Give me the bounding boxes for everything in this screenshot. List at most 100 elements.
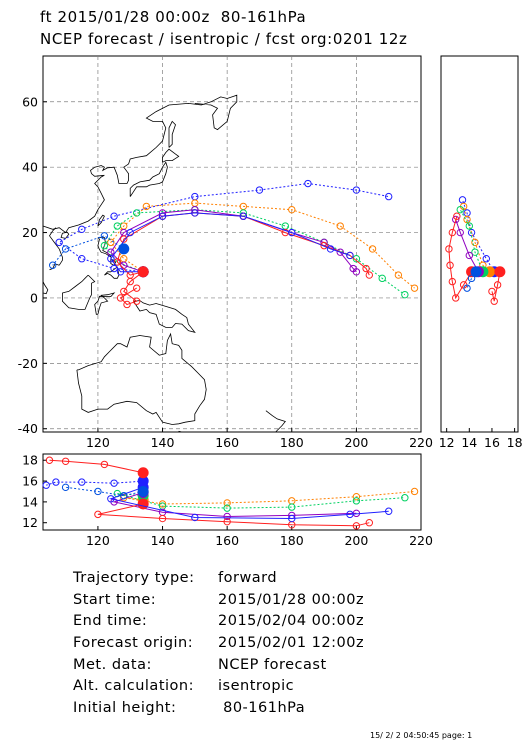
x-tick-label: 12 — [439, 435, 455, 450]
trajectory-point — [288, 514, 296, 523]
trajectory-point — [107, 238, 115, 247]
trajectory-point — [410, 284, 419, 292]
trajectory-point — [410, 487, 419, 496]
y-tick-label: 12 — [22, 515, 38, 530]
trajectory-point — [132, 297, 141, 305]
trajectory-point — [132, 209, 141, 217]
trajectory-point — [94, 487, 102, 496]
coastline — [97, 214, 105, 227]
trajectory-point — [255, 186, 264, 194]
trajectory-line — [46, 480, 144, 486]
x-tick-label: 140 — [151, 435, 175, 450]
trajectory-line — [459, 209, 484, 272]
trajectory-point — [471, 238, 479, 247]
info-value: 2015/02/04 00:00z — [218, 613, 365, 630]
x-tick-label: 16 — [484, 435, 500, 450]
info-row: Initial height: 80-161hPa — [73, 700, 364, 722]
y-tick-label: 18 — [22, 453, 38, 468]
trajectory-point — [158, 500, 167, 508]
coastline — [42, 94, 238, 234]
trajectory-point — [394, 271, 403, 279]
trajectory-point — [352, 268, 361, 276]
y-tick-label: 0 — [30, 290, 38, 305]
trajectory-point — [55, 238, 63, 247]
trajectory-line — [97, 503, 370, 527]
trajectory-point — [463, 284, 471, 292]
trajectory-line — [116, 212, 370, 276]
x-tick-label: 200 — [344, 435, 368, 450]
trajectory-point — [445, 245, 453, 253]
x-tick-label: 140 — [151, 533, 175, 548]
trajectory-point — [61, 483, 70, 492]
panel-frame — [42, 55, 422, 433]
x-tick-label: 160 — [215, 533, 239, 548]
y-tick-label: -20 — [18, 356, 38, 371]
trajectory-point — [490, 297, 498, 305]
x-tick-label: 14 — [461, 435, 477, 450]
info-row: Trajectory type: forward — [73, 570, 364, 592]
x-tick-label: 120 — [86, 533, 110, 548]
trajectory-line — [119, 271, 144, 306]
trajectory-point — [42, 481, 50, 489]
trajectory-point — [456, 228, 464, 237]
info-label: Met. data: — [73, 656, 152, 673]
trajectory-point — [45, 456, 54, 464]
info-row: Alt. calculation: isentropic — [73, 678, 364, 700]
trajectory-point — [365, 271, 374, 279]
trajectory-start-point — [137, 485, 149, 497]
trajectory-point — [352, 522, 361, 530]
info-label: Initial height: — [73, 700, 177, 717]
trajectory-point — [448, 277, 457, 286]
trajectory-line — [491, 271, 501, 302]
trajectory-line — [455, 219, 479, 273]
coastline — [178, 430, 189, 433]
trajectory-point — [110, 479, 118, 487]
info-label: End time: — [73, 613, 148, 630]
coastline — [76, 332, 207, 425]
trajectory-point — [346, 251, 354, 260]
trajectory-point — [52, 478, 60, 486]
trajectory-point — [362, 264, 370, 273]
x-tick-label: 200 — [344, 533, 368, 548]
info-value: isentropic — [218, 678, 295, 695]
coastline — [129, 161, 168, 197]
trajectory-point — [288, 205, 296, 214]
trajectory-point — [365, 519, 374, 527]
info-label: Alt. calculation: — [73, 678, 194, 695]
coastline — [42, 281, 49, 295]
info-label: Forecast origin: — [73, 635, 194, 652]
coastline — [104, 266, 120, 279]
trajectory-point — [401, 494, 409, 502]
trajectory-point — [336, 222, 344, 230]
info-label: Start time: — [73, 591, 157, 608]
trajectory-start-point — [137, 498, 149, 510]
panel-frame — [440, 55, 519, 433]
trajectory-point — [467, 274, 476, 283]
trajectory-point — [120, 235, 128, 243]
trajectory-point — [120, 287, 128, 296]
trajectory-point — [191, 209, 199, 217]
trajectory-line — [462, 199, 495, 273]
trajectory-point — [132, 284, 141, 292]
trajectory-point — [223, 512, 231, 521]
x-tick-label: 220 — [409, 435, 433, 450]
trajectory-start-point — [494, 266, 506, 278]
trajectory-point — [100, 241, 109, 250]
trajectory-point — [123, 300, 131, 309]
trajectory-line — [49, 459, 144, 474]
trajectory-line — [117, 493, 405, 509]
trajectory-point — [346, 510, 354, 519]
trajectory-point — [453, 212, 461, 220]
trajectory-point — [352, 497, 361, 505]
info-row: End time: 2015/02/04 00:00z — [73, 613, 364, 635]
trajectory-point — [471, 248, 479, 256]
info-label: Trajectory type: — [73, 570, 195, 586]
x-tick-label: 180 — [280, 533, 304, 548]
trajectory-point — [493, 281, 502, 289]
trajectory-point — [158, 212, 167, 220]
trajectory-point — [465, 251, 474, 260]
trajectory-point — [107, 255, 115, 263]
trajectory-point — [288, 228, 296, 237]
trajectory-point — [488, 287, 496, 296]
